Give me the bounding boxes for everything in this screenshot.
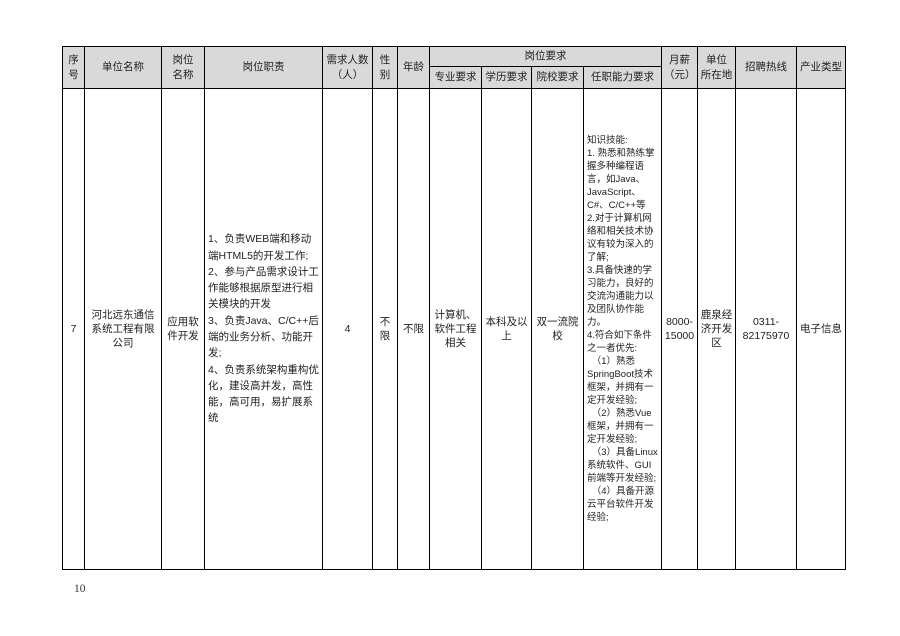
header-requirements-group: 岗位要求 xyxy=(429,46,662,67)
cell-gender: 不限 xyxy=(372,88,398,570)
header-industry: 产业类型 xyxy=(796,46,846,89)
cell-company: 河北远东通信系统工程有限公司 xyxy=(84,88,162,570)
header-age: 年龄 xyxy=(397,46,430,89)
cell-position: 应用软件开发 xyxy=(161,88,205,570)
header-duties: 岗位职责 xyxy=(204,46,323,89)
cell-education: 本科及以上 xyxy=(481,88,532,570)
header-headcount: 需求人数 （人） xyxy=(322,46,373,89)
header-row-top: 序号 单位名称 岗位 名称 岗位职责 需求人数 （人） 性别 年龄 岗位要求 月… xyxy=(62,46,846,89)
cell-headcount: 4 xyxy=(322,88,373,570)
header-school: 院校要求 xyxy=(531,66,584,89)
header-seq: 序号 xyxy=(62,46,85,89)
cell-hotline: 0311-82175970 xyxy=(735,88,797,570)
table-row: 7 河北远东通信系统工程有限公司 应用软件开发 1、负责WEB端和移动端HTML… xyxy=(62,88,846,570)
header-gender: 性别 xyxy=(372,46,398,89)
cell-school: 双一流院校 xyxy=(531,88,584,570)
page-number: 10 xyxy=(74,583,86,595)
recruitment-table: 序号 单位名称 岗位 名称 岗位职责 需求人数 （人） 性别 年龄 岗位要求 月… xyxy=(62,46,846,570)
cell-location: 鹿泉经济开发区 xyxy=(697,88,736,570)
header-major: 专业要求 xyxy=(429,66,482,89)
cell-industry: 电子信息 xyxy=(796,88,846,570)
cell-major: 计算机、软件工程相关 xyxy=(429,88,482,570)
cell-competency: 知识技能: 1. 熟悉和熟练掌握多种编程语言，如Java、JavaScript、… xyxy=(583,88,662,570)
header-hotline: 招聘热线 xyxy=(735,46,797,89)
cell-age: 不限 xyxy=(397,88,430,570)
cell-duties: 1、负责WEB端和移动端HTML5的开发工作; 2、参与产品需求设计工作能够根据… xyxy=(204,88,323,570)
header-company: 单位名称 xyxy=(84,46,162,89)
header-salary: 月薪 （元） xyxy=(661,46,698,89)
header-location: 单位 所在地 xyxy=(697,46,736,89)
cell-seq: 7 xyxy=(62,88,85,570)
header-row-sub: 专业要求 学历要求 院校要求 任职能力要求 xyxy=(63,66,846,89)
header-position: 岗位 名称 xyxy=(161,46,205,89)
header-competency: 任职能力要求 xyxy=(583,66,662,89)
cell-salary: 8000-15000 xyxy=(661,88,698,570)
header-education: 学历要求 xyxy=(481,66,532,89)
